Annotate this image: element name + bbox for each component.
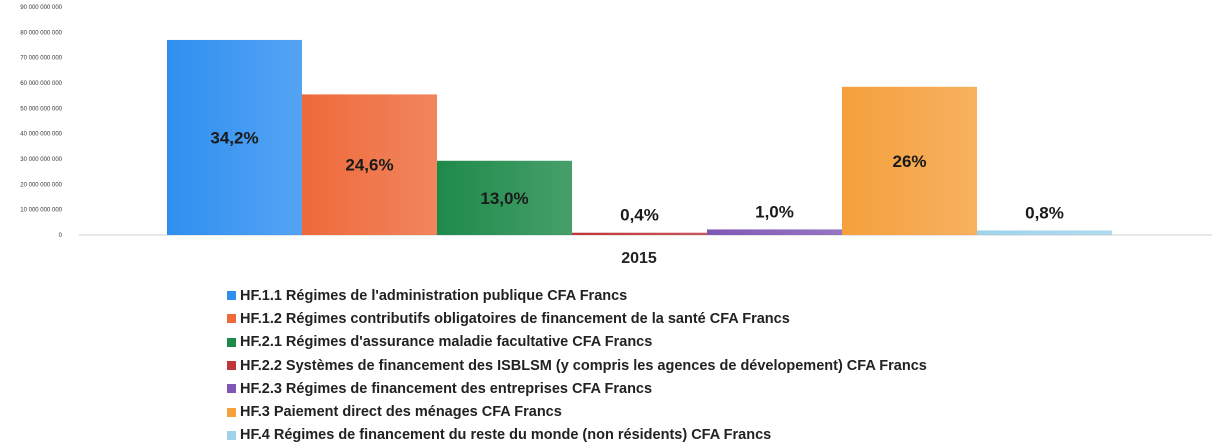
x-category-label: 2015 — [621, 250, 657, 267]
legend-item: HF.4 Régimes de financement du reste du … — [227, 424, 927, 447]
legend-label: HF.2.3 Régimes de financement des entrep… — [240, 380, 653, 397]
bar-7 — [977, 230, 1112, 235]
legend-label: HF.4 Régimes de financement du reste du … — [240, 427, 772, 444]
data-label-3: 13,0% — [480, 189, 528, 208]
data-label-6: 26% — [892, 152, 926, 171]
y-tick-label: 90 000 000 000 — [20, 5, 62, 11]
y-tick-label: 50 000 000 000 — [20, 106, 62, 112]
legend-swatch — [227, 361, 236, 371]
data-label-1: 34,2% — [210, 128, 258, 147]
legend-label: HF.3 Paiement direct des ménages CFA Fra… — [240, 404, 562, 421]
bar-3 — [437, 160, 572, 235]
legend-label: HF.2.1 Régimes d'assurance maladie facul… — [240, 334, 653, 351]
legend-label: HF.1.1 Régimes de l'administration publi… — [240, 287, 628, 304]
legend-label: HF.2.2 Systèmes de financement des ISBLS… — [240, 357, 927, 374]
legend-item: HF.3 Paiement direct des ménages CFA Fra… — [227, 400, 927, 423]
legend-swatch — [227, 314, 236, 324]
legend-swatch — [227, 337, 236, 347]
data-label-group: 34,2% 24,6% 13,0% 0,4% 1,0% 26% 0,8% — [210, 128, 1063, 224]
data-label-5: 1,0% — [755, 202, 794, 221]
legend: HF.1.1 Régimes de l'administration publi… — [227, 284, 927, 447]
legend-swatch — [227, 384, 236, 394]
y-tick-label: 60 000 000 000 — [20, 81, 62, 87]
data-label-4: 0,4% — [620, 206, 659, 225]
y-tick-label: 80 000 000 000 — [20, 30, 62, 36]
bar-6 — [842, 86, 977, 235]
y-tick-label: 10 000 000 000 — [20, 208, 62, 214]
legend-swatch — [227, 430, 236, 440]
legend-swatch — [227, 407, 236, 417]
data-label-7: 0,8% — [1025, 203, 1064, 222]
y-tick-label: 40 000 000 000 — [20, 132, 62, 138]
bar-group — [167, 39, 1112, 236]
legend-item: HF.2.3 Régimes de financement des entrep… — [227, 377, 927, 400]
legend-item: HF.1.2 Régimes contributifs obligatoires… — [227, 307, 927, 330]
bar-2 — [302, 94, 437, 236]
y-tick-label: 70 000 000 000 — [20, 56, 62, 62]
data-label-2: 24,6% — [345, 156, 393, 175]
y-tick-label: 30 000 000 000 — [20, 157, 62, 163]
bar-chart: 0 10 000 000 000 20 000 000 000 30 000 000 … — [20, 5, 1212, 267]
legend-swatch — [227, 291, 236, 301]
legend-item: HF.2.1 Régimes d'assurance maladie facul… — [227, 331, 927, 354]
bar-5 — [707, 229, 842, 235]
y-axis: 0 10 000 000 000 20 000 000 000 30 000 000 … — [20, 5, 62, 239]
bar-4 — [572, 232, 707, 235]
legend-label: HF.1.2 Régimes contributifs obligatoires… — [240, 310, 790, 327]
legend-item: HF.1.1 Régimes de l'administration publi… — [227, 284, 927, 307]
bar-1 — [167, 39, 302, 235]
legend-item: HF.2.2 Systèmes de financement des ISBLS… — [227, 354, 927, 377]
y-tick-label: 20 000 000 000 — [20, 182, 62, 188]
y-tick-label: 0 — [59, 233, 63, 239]
